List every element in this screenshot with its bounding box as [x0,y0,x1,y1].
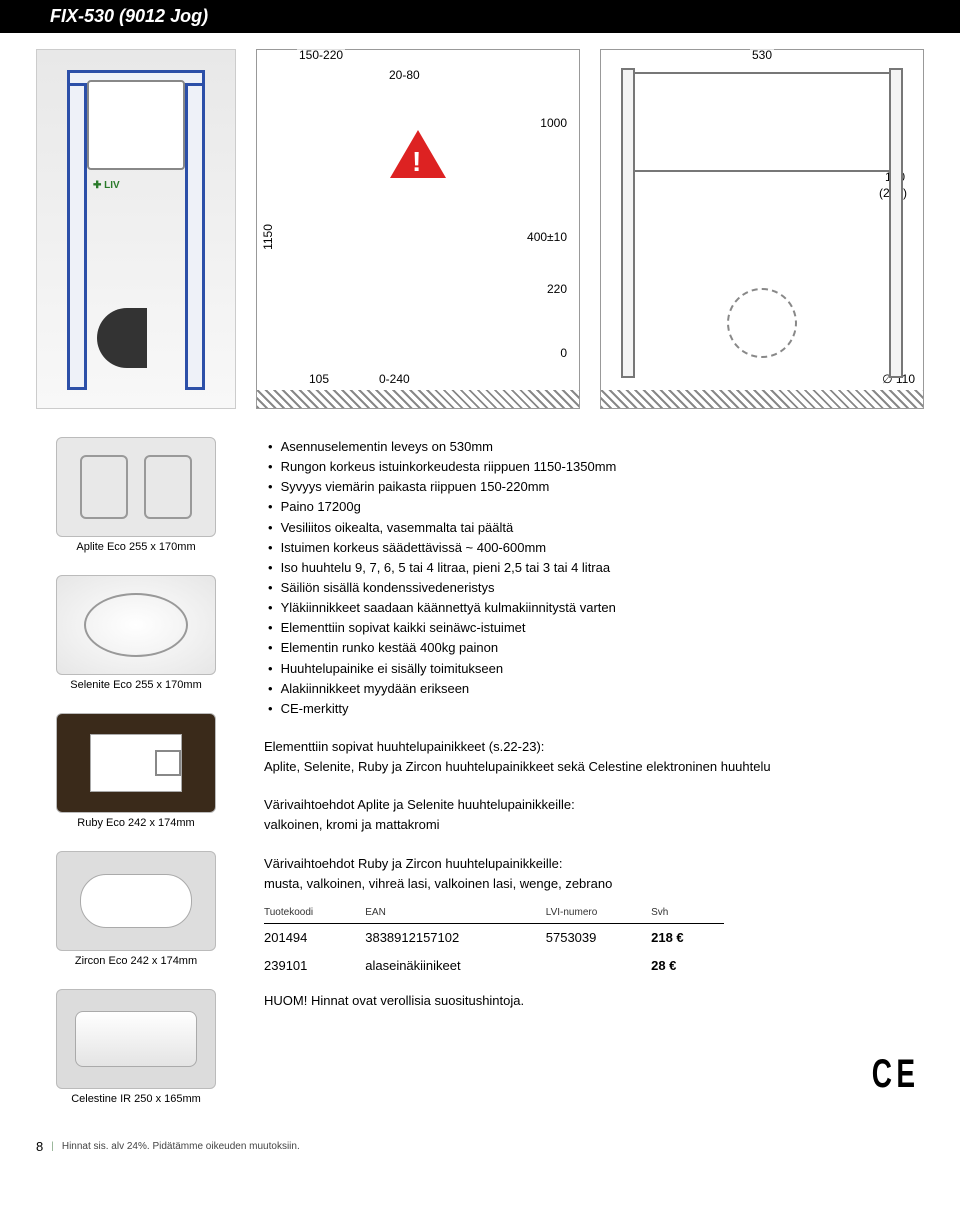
front-elevation: 530 180 (230) ∅ 110 [600,49,924,409]
colors-aplite-selenite: Värivaihtoehdot Aplite ja Selenite huuht… [264,795,924,835]
aplite-image [56,437,216,537]
para2-line2: valkoinen, kromi ja mattakromi [264,817,440,832]
th-svh: Svh [651,902,724,924]
page-title: FIX-530 (9012 Jog) [50,6,208,26]
footer-separator: | [51,1141,54,1152]
bullet-item: Elementtiin sopivat kaikki seinäwc-istui… [264,618,924,638]
bullet-item: Huuhtelupainike ei sisälly toimitukseen [264,659,924,679]
bullet-item: Asennuselementin leveys on 530mm [264,437,924,457]
bullet-item: Istuimen korkeus säädettävissä ~ 400-600… [264,538,924,558]
bullet-item: Vesiliitos oikealta, vasemmalta tai pääl… [264,518,924,538]
th-lvi: LVI-numero [546,902,651,924]
product-photo: ✚ LIV [36,49,236,409]
dim-220: 220 [545,282,569,296]
ruby-image [56,713,216,813]
footer-note: Hinnat sis. alv 24%. Pidätämme oikeuden … [62,1141,300,1152]
price-table: Tuotekoodi EAN LVI-numero Svh 201494 383… [264,902,724,981]
celestine-image [56,989,216,1089]
cell-svh: 218 € [651,924,724,953]
page-title-bar: FIX-530 (9012 Jog) [0,0,960,33]
table-row: 201494 3838912157102 5753039 218 € [264,924,724,953]
bullet-item: Rungon korkeus istuinkorkeudesta riippue… [264,457,924,477]
dim-0: 0 [558,346,569,360]
flush-plate-thumbnails: Aplite Eco 255 x 170mm Selenite Eco 255 … [36,437,236,1105]
dim-0-240: 0-240 [377,372,412,386]
cell-lvi: 5753039 [546,924,651,953]
table-row: 239101 alaseinäkiinikeet 28 € [264,952,724,980]
bullet-item: CE-merkitty [264,699,924,719]
technical-diagrams: ✚ LIV 150-220 20-80 1150 1000 400±10 220… [36,49,924,409]
dim-400: 400±10 [525,230,569,244]
bullet-item: Säiliön sisällä kondenssivedeneristys [264,578,924,598]
cell-ean: alaseinäkiinikeet [365,952,546,980]
bullet-item: Elementin runko kestää 400kg painon [264,638,924,658]
page-number: 8 [36,1139,43,1154]
zircon-caption: Zircon Eco 242 x 174mm [36,955,236,967]
para1-line1: Elementtiin sopivat huuhtelupainikkeet (… [264,739,544,754]
th-ean: EAN [365,902,546,924]
bullet-item: Yläkiinnikkeet saadaan käännettyä kulmak… [264,598,924,618]
dim-20-80: 20-80 [387,68,422,82]
th-code: Tuotekoodi [264,902,365,924]
dim-1150: 1150 [261,222,275,252]
bullet-item: Syvyys viemärin paikasta riippuen 150-22… [264,477,924,497]
thumb-celestine: Celestine IR 250 x 165mm [36,989,236,1105]
page-footer: 8 | Hinnat sis. alv 24%. Pidätämme oikeu… [36,1139,924,1154]
dim-530: 530 [750,48,774,62]
compatible-plates-para: Elementtiin sopivat huuhtelupainikkeet (… [264,737,924,777]
cell-code: 239101 [264,952,365,980]
para2-line1: Värivaihtoehdot Aplite ja Selenite huuht… [264,797,575,812]
aplite-caption: Aplite Eco 255 x 170mm [36,541,236,553]
selenite-caption: Selenite Eco 255 x 170mm [36,679,236,691]
para1-line2: Aplite, Selenite, Ruby ja Zircon huuhtel… [264,759,771,774]
bullet-item: Alakiinnikkeet myydään erikseen [264,679,924,699]
ruby-caption: Ruby Eco 242 x 174mm [36,817,236,829]
cell-ean: 3838912157102 [365,924,546,953]
dim-150-220: 150-220 [297,48,345,62]
thumb-ruby: Ruby Eco 242 x 174mm [36,713,236,829]
thumb-zircon: Zircon Eco 242 x 174mm [36,851,236,967]
colors-ruby-zircon: Värivaihtoehdot Ruby ja Zircon huuhtelup… [264,854,924,894]
cell-svh: 28 € [651,952,724,980]
cell-lvi [546,952,651,980]
description-column: Asennuselementin leveys on 530mm Rungon … [264,437,924,1105]
brand-label: ✚ LIV [93,180,120,191]
cell-code: 201494 [264,924,365,953]
bullet-item: Paino 17200g [264,497,924,517]
dim-105: 105 [307,372,331,386]
ce-mark-icon: CE [868,1043,916,1105]
selenite-image [56,575,216,675]
thumb-aplite: Aplite Eco 255 x 170mm [36,437,236,553]
dim-1000: 1000 [538,116,569,130]
side-elevation: 150-220 20-80 1150 1000 400±10 220 0 105… [256,49,580,409]
thumb-selenite: Selenite Eco 255 x 170mm [36,575,236,691]
warning-icon [390,130,446,178]
zircon-image [56,851,216,951]
celestine-caption: Celestine IR 250 x 165mm [36,1093,236,1105]
price-note: HUOM! Hinnat ovat verollisia suositushin… [264,991,924,1011]
para3-line1: Värivaihtoehdot Ruby ja Zircon huuhtelup… [264,856,562,871]
feature-bullets: Asennuselementin leveys on 530mm Rungon … [264,437,924,719]
para3-line2: musta, valkoinen, vihreä lasi, valkoinen… [264,876,612,891]
bullet-item: Iso huuhtelu 9, 7, 6, 5 tai 4 litraa, pi… [264,558,924,578]
